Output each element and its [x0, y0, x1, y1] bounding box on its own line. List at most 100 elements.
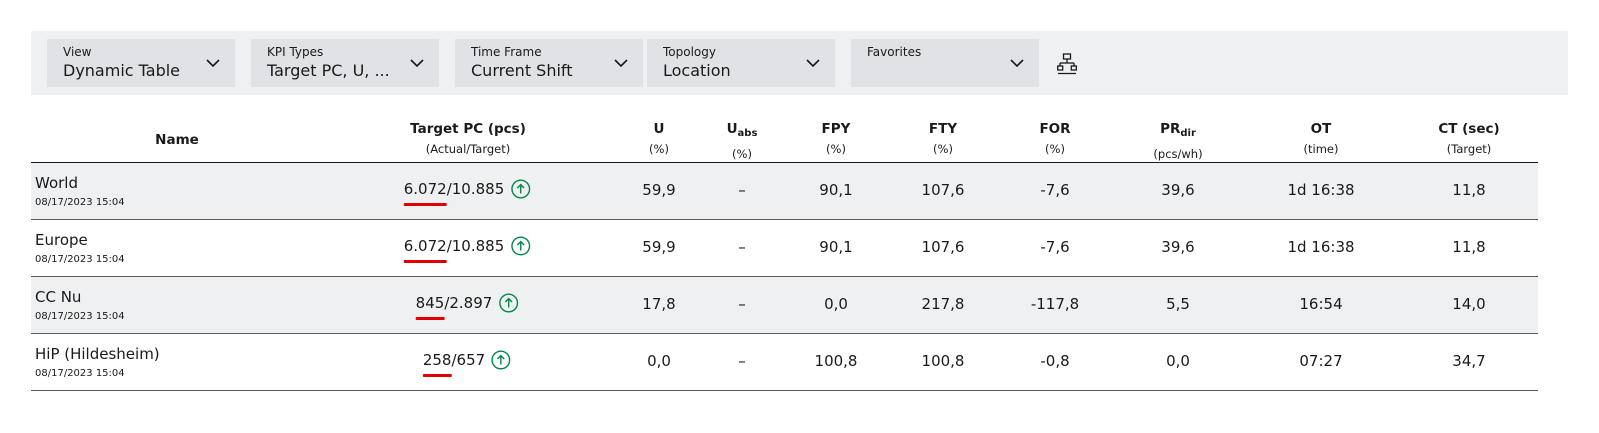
row-name: CC Nu	[35, 288, 82, 306]
kpi-types-dropdown[interactable]: KPI Types Target PC, U, ...	[251, 39, 439, 87]
pr-dir-cell: 0,0	[1166, 352, 1190, 370]
column-subtitle: (pcs/wh)	[1153, 147, 1203, 161]
column-subtitle: (%)	[649, 142, 669, 156]
time-frame-label: Time Frame	[471, 45, 542, 59]
row-name: HiP (Hildesheim)	[35, 345, 160, 363]
actual-value: 845	[415, 294, 445, 320]
column-header-pr-dir[interactable]: PRdir (pcs/wh)	[1128, 120, 1228, 161]
column-subtitle: (%)	[933, 142, 953, 156]
target-value: /10.885	[446, 180, 505, 198]
column-title: Target PC (pcs)	[410, 121, 526, 137]
for-cell: -7,6	[1040, 238, 1070, 256]
column-title: FOR	[1039, 121, 1071, 137]
column-header-target-pc[interactable]: Target PC (pcs) (Actual/Target)	[368, 120, 568, 156]
table-row[interactable]: HiP (Hildesheim) 08/17/2023 15:04 258/65…	[31, 334, 1538, 391]
target-pc-cell: 258/657	[422, 350, 511, 377]
topology-label: Topology	[663, 45, 716, 59]
chevron-down-icon	[206, 59, 220, 68]
u-abs-cell: –	[738, 295, 746, 313]
pr-dir-cell: 39,6	[1161, 238, 1195, 256]
target-pc-cell: 845/2.897	[415, 293, 519, 320]
ot-cell: 16:54	[1299, 295, 1343, 313]
column-subtitle: (%)	[1045, 142, 1065, 156]
fpy-cell: 90,1	[819, 181, 853, 199]
actual-value: 258	[422, 351, 452, 377]
column-header-fpy[interactable]: FPY (%)	[786, 120, 886, 156]
hierarchy-icon[interactable]	[1057, 53, 1077, 75]
ct-cell: 11,8	[1452, 181, 1486, 199]
column-title: Name	[155, 132, 199, 148]
column-title: PRdir	[1160, 121, 1196, 139]
target-pc-cell: 6.072/10.885	[403, 236, 531, 263]
column-title: Uabs	[726, 121, 758, 139]
column-title: U	[653, 121, 665, 137]
column-header-ct[interactable]: CT (sec) (Target)	[1409, 120, 1529, 156]
target-value: /10.885	[446, 237, 505, 255]
target-pc-cell: 6.072/10.885	[403, 179, 531, 206]
chevron-down-icon	[410, 59, 424, 68]
view-value: Dynamic Table	[63, 61, 181, 80]
header-divider	[31, 162, 1538, 163]
column-title: CT (sec)	[1438, 121, 1500, 137]
u-cell: 59,9	[642, 238, 676, 256]
ct-cell: 14,0	[1452, 295, 1486, 313]
topology-dropdown[interactable]: Topology Location	[647, 39, 835, 87]
ct-cell: 11,8	[1452, 238, 1486, 256]
arrow-up-circle-icon	[491, 350, 511, 370]
arrow-up-circle-icon	[510, 179, 530, 199]
kpi-types-value: Target PC, U, ...	[267, 61, 390, 80]
chevron-down-icon	[1010, 59, 1024, 68]
favorites-dropdown[interactable]: Favorites	[851, 39, 1039, 87]
column-title: OT	[1310, 121, 1332, 137]
column-header-name[interactable]: Name	[77, 131, 277, 149]
arrow-up-circle-icon	[510, 236, 530, 256]
column-header-u-abs[interactable]: Uabs (%)	[692, 120, 792, 161]
filter-bar: View Dynamic Table KPI Types Target PC, …	[31, 31, 1568, 95]
row-timestamp: 08/17/2023 15:04	[35, 368, 125, 379]
row-timestamp: 08/17/2023 15:04	[35, 311, 125, 322]
column-subtitle: (%)	[732, 147, 752, 161]
fty-cell: 107,6	[921, 181, 965, 199]
chevron-down-icon	[614, 59, 628, 68]
actual-value: 6.072	[403, 180, 447, 206]
table-row[interactable]: CC Nu 08/17/2023 15:04 845/2.897 17,8 – …	[31, 277, 1538, 334]
pr-dir-cell: 39,6	[1161, 181, 1195, 199]
u-abs-cell: –	[738, 352, 746, 370]
row-name: Europe	[35, 231, 88, 249]
column-subtitle: (time)	[1303, 142, 1339, 156]
column-subtitle: (%)	[826, 142, 846, 156]
fty-cell: 217,8	[921, 295, 965, 313]
target-value: /657	[451, 351, 486, 369]
ct-cell: 34,7	[1452, 352, 1486, 370]
fty-cell: 100,8	[921, 352, 965, 370]
pr-dir-cell: 5,5	[1166, 295, 1190, 313]
u-cell: 0,0	[647, 352, 671, 370]
actual-value: 6.072	[403, 237, 447, 263]
column-subtitle: (Target)	[1446, 142, 1492, 156]
table-row[interactable]: World 08/17/2023 15:04 6.072/10.885 59,9…	[31, 163, 1538, 220]
u-cell: 59,9	[642, 181, 676, 199]
for-cell: -117,8	[1030, 295, 1080, 313]
table-row[interactable]: Europe 08/17/2023 15:04 6.072/10.885 59,…	[31, 220, 1538, 277]
column-header-for[interactable]: FOR (%)	[1005, 120, 1105, 156]
row-timestamp: 08/17/2023 15:04	[35, 254, 125, 265]
column-header-u[interactable]: U (%)	[609, 120, 709, 156]
for-cell: -0,8	[1040, 352, 1070, 370]
column-header-ot[interactable]: OT (time)	[1271, 120, 1371, 156]
ot-cell: 1d 16:38	[1287, 238, 1355, 256]
time-frame-dropdown[interactable]: Time Frame Current Shift	[455, 39, 643, 87]
u-abs-cell: –	[738, 181, 746, 199]
fty-cell: 107,6	[921, 238, 965, 256]
column-header-fty[interactable]: FTY (%)	[893, 120, 993, 156]
chevron-down-icon	[806, 59, 820, 68]
for-cell: -7,6	[1040, 181, 1070, 199]
arrow-up-circle-icon	[498, 293, 518, 313]
row-timestamp: 08/17/2023 15:04	[35, 197, 125, 208]
column-subtitle: (Actual/Target)	[425, 142, 511, 156]
target-value: /2.897	[444, 294, 493, 312]
column-title: FPY	[821, 121, 851, 137]
view-label: View	[63, 45, 92, 59]
u-abs-cell: –	[738, 238, 746, 256]
view-dropdown[interactable]: View Dynamic Table	[47, 39, 235, 87]
fpy-cell: 0,0	[824, 295, 848, 313]
